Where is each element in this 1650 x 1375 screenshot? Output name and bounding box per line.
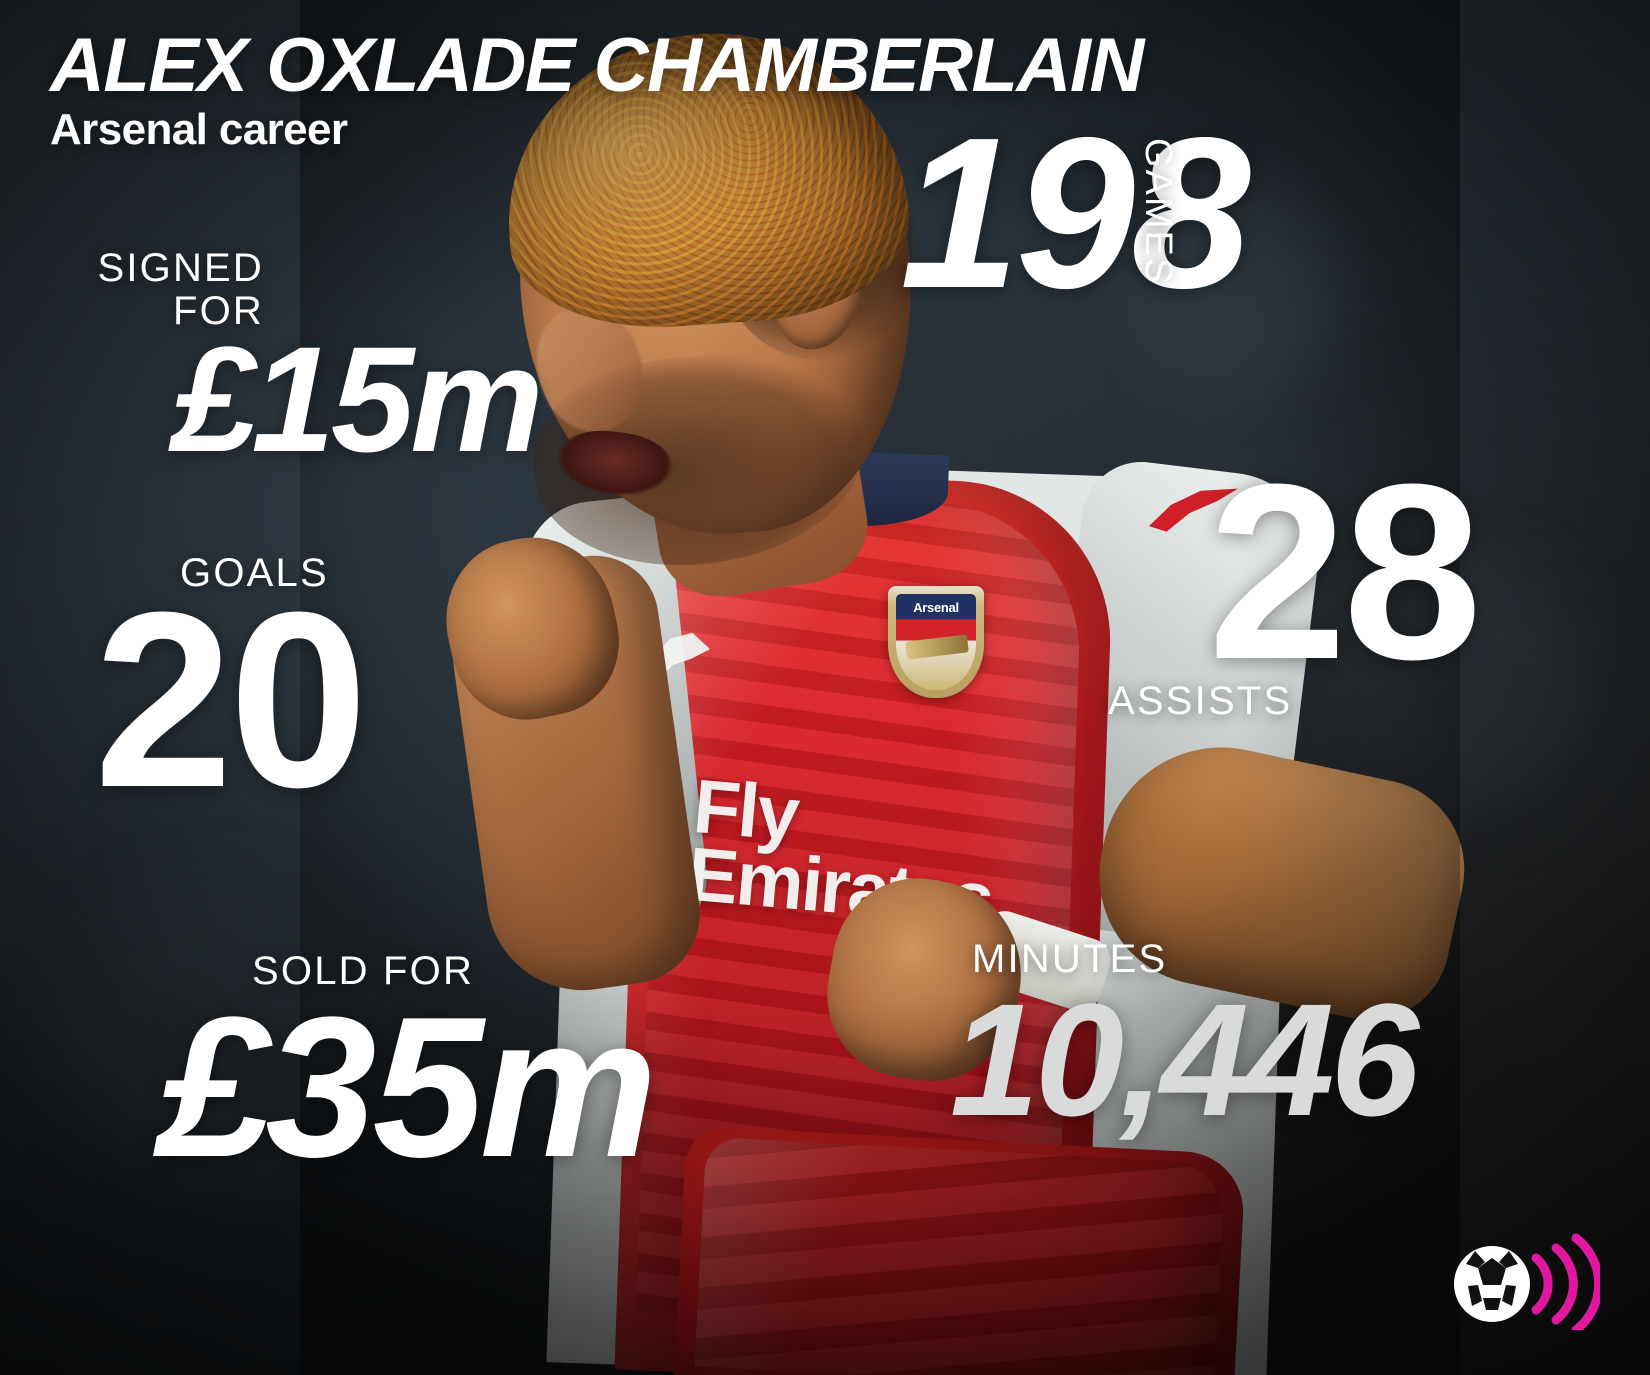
stat-games-label: GAMES <box>1137 138 1179 286</box>
stat-signed-label: SIGNED FOR <box>97 246 264 334</box>
stat-minutes-value: 10,446 <box>950 970 1419 1149</box>
livescore-logo-icon <box>1448 1222 1600 1330</box>
stat-goals-value: 20 <box>94 560 368 839</box>
stat-signed-value: £15m <box>172 315 544 483</box>
stat-assists-label: ASSISTS <box>1108 679 1293 723</box>
page-title: ALEX OXLADE CHAMBERLAIN <box>50 23 1144 108</box>
stat-goals-label: GOALS <box>180 551 329 595</box>
stat-games-value: 198 <box>900 92 1251 333</box>
stat-assists-value: 28 <box>1208 432 1482 711</box>
stat-sold-label: SOLD FOR <box>252 949 475 993</box>
stat-sold-value: £35m <box>158 976 658 1199</box>
page-subtitle: Arsenal career <box>50 105 348 154</box>
stat-minutes-label: MINUTES <box>972 937 1168 981</box>
